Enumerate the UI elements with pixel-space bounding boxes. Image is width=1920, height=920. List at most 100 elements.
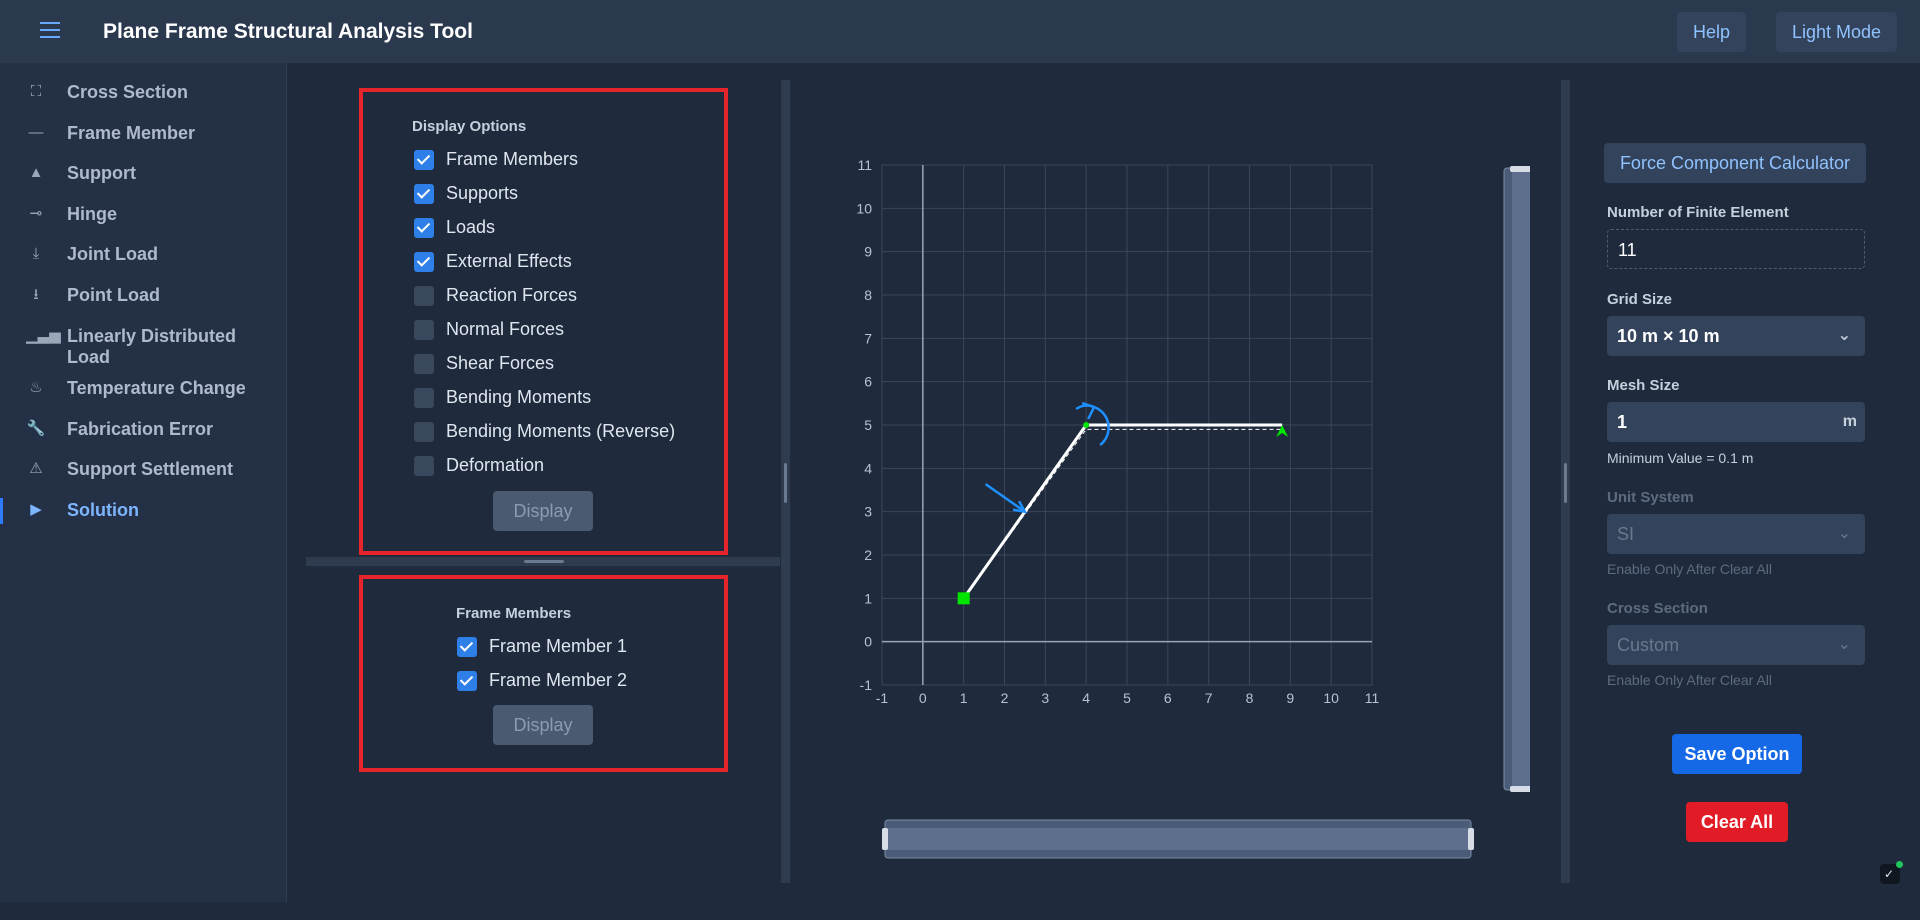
hinge-node (1083, 422, 1090, 428)
checkbox[interactable] (414, 218, 434, 238)
mesh-size-hint: Minimum Value = 0.1 m (1607, 450, 1754, 466)
splitter-grip[interactable] (1564, 463, 1567, 503)
sidebar-item-label: Support Settlement (67, 459, 234, 479)
horizontal-range-slider[interactable] (882, 819, 1474, 859)
save-option-button[interactable]: Save Option (1672, 734, 1802, 774)
sidebar-item-fabrication-error[interactable]: 🔧 Fabrication Error (0, 409, 287, 449)
checkbox[interactable] (414, 320, 434, 340)
cross-section-select: Custom ⌄ (1607, 625, 1865, 665)
vertical-slider-handle-top (1510, 166, 1530, 172)
sidebar-item-temperature-change[interactable]: ♨ Temperature Change (0, 368, 287, 408)
support-icon: ▲ (28, 164, 44, 181)
x-tick-label: 0 (919, 690, 927, 706)
top-bar: Plane Frame Structural Analysis Tool Hel… (0, 0, 1920, 63)
grid-size-value: 10 m × 10 m (1617, 326, 1720, 346)
x-tick-label: -1 (876, 690, 889, 706)
x-tick-label: 1 (960, 690, 968, 706)
vertical-range-slider[interactable] (1503, 166, 1530, 792)
y-tick-label: -1 (860, 677, 873, 693)
temperature-icon: ♨ (29, 379, 43, 396)
mesh-size-unit: m (1842, 413, 1857, 430)
pinned-support (1276, 425, 1289, 437)
light-mode-button[interactable]: Light Mode (1776, 12, 1898, 52)
force-calculator-button[interactable]: Force Component Calculator (1604, 143, 1866, 183)
sidebar-item-label: Cross Section (67, 82, 189, 102)
hinge-icon: ⊸ (29, 205, 43, 222)
option-label: Deformation (446, 455, 545, 475)
option-label: Bending Moments (Reverse) (446, 421, 676, 441)
horizontal-slider-handle-left (882, 828, 888, 850)
display-options-title: Display Options (412, 118, 527, 135)
sidebar-item-distributed-load[interactable]: ▁▃▅ Linearly Distributed Load (0, 316, 287, 367)
sidebar-item-label: Hinge (67, 204, 118, 224)
sidebar-item-joint-load[interactable]: ⤓ Joint Load (0, 234, 287, 274)
sidebar: ⛶ Cross Section — Frame Member ▲ Support… (0, 63, 287, 902)
horizontal-slider-handle-right (1468, 828, 1474, 850)
option-label: Frame Members (446, 149, 579, 169)
left-splitter[interactable] (781, 80, 790, 883)
checkbox[interactable] (457, 637, 477, 657)
frame-plot[interactable]: -1 0 1 2 3 4 5 6 7 8 9 10 11 -1 0 1 2 3 4 5 6 7 8 9 10 11 (840, 120, 1530, 920)
checkbox[interactable] (457, 671, 477, 691)
sidebar-item-frame-member[interactable]: — Frame Member (0, 113, 287, 153)
mesh-size-value: 1 (1617, 412, 1628, 432)
sidebar-item-hinge[interactable]: ⊸ Hinge (0, 194, 287, 234)
point-load-arrowhead (1012, 500, 1028, 514)
y-tick-label: 10 (856, 200, 872, 216)
x-tick-label: 2 (1001, 690, 1009, 706)
chat-widget-icon[interactable]: ✓ (1880, 861, 1903, 884)
fixed-support (957, 592, 970, 605)
cross-section-value: Custom (1617, 635, 1680, 655)
warning-icon: ⚠ (29, 460, 43, 477)
point-load-icon: ⭳ (33, 286, 39, 303)
option-label: Normal Forces (446, 319, 565, 339)
cross-section-icon: ⛶ (30, 83, 42, 100)
checkbox[interactable] (414, 388, 434, 408)
menu-icon[interactable] (40, 22, 60, 38)
checkbox[interactable] (414, 354, 434, 374)
finite-element-input[interactable]: 11 (1607, 229, 1865, 269)
y-tick-label: 4 (864, 460, 872, 476)
checkbox[interactable] (414, 150, 434, 170)
wrench-icon: 🔧 (26, 420, 46, 437)
right-splitter[interactable] (1561, 80, 1570, 883)
grid-size-select[interactable]: 10 m × 10 m ⌄ (1607, 316, 1865, 356)
vertical-slider-handle-bottom (1510, 786, 1530, 792)
frame-members-title: Frame Members (456, 605, 572, 622)
joint-load-icon: ⤓ (32, 245, 40, 262)
splitter-grip[interactable] (784, 463, 787, 503)
y-tick-label: 2 (864, 547, 872, 563)
sidebar-item-label: Joint Load (67, 244, 158, 264)
horizontal-slider-thumb (885, 828, 1471, 850)
help-button[interactable]: Help (1677, 12, 1747, 52)
finite-element-label: Number of Finite Element (1607, 204, 1789, 221)
sidebar-item-cross-section[interactable]: ⛶ Cross Section (0, 72, 287, 112)
sidebar-item-point-load[interactable]: ⭳ Point Load (0, 275, 287, 315)
unit-system-hint: Enable Only After Clear All (1607, 561, 1772, 577)
chevron-down-icon: ⌄ (1837, 327, 1851, 344)
play-icon: ▶ (30, 501, 42, 518)
moment-load-arc (1093, 405, 1110, 446)
option-label: Loads (446, 217, 496, 237)
checkbox[interactable] (414, 184, 434, 204)
checkbox[interactable] (414, 456, 434, 476)
y-tick-label: 1 (864, 590, 872, 606)
y-tick-label: 11 (857, 157, 872, 173)
sidebar-item-label: Fabrication Error (67, 419, 214, 439)
checkbox[interactable] (414, 252, 434, 272)
sidebar-item-solution[interactable]: ▶ Solution (0, 490, 287, 530)
sidebar-item-support[interactable]: ▲ Support (0, 153, 287, 193)
display-members-button[interactable]: Display (493, 705, 593, 745)
display-button[interactable]: Display (493, 491, 593, 531)
sidebar-item-label: Support (67, 163, 136, 183)
y-tick-label: 6 (864, 374, 872, 390)
checkbox[interactable] (414, 422, 434, 442)
option-label: Reaction Forces (446, 285, 578, 305)
splitter-grip[interactable] (524, 560, 564, 563)
option-label: Frame Member 1 (489, 636, 628, 656)
panel-splitter[interactable] (306, 557, 780, 566)
clear-all-button[interactable]: Clear All (1686, 802, 1788, 842)
sidebar-item-support-settlement[interactable]: ⚠ Support Settlement (0, 449, 287, 489)
checkbox[interactable] (414, 286, 434, 306)
